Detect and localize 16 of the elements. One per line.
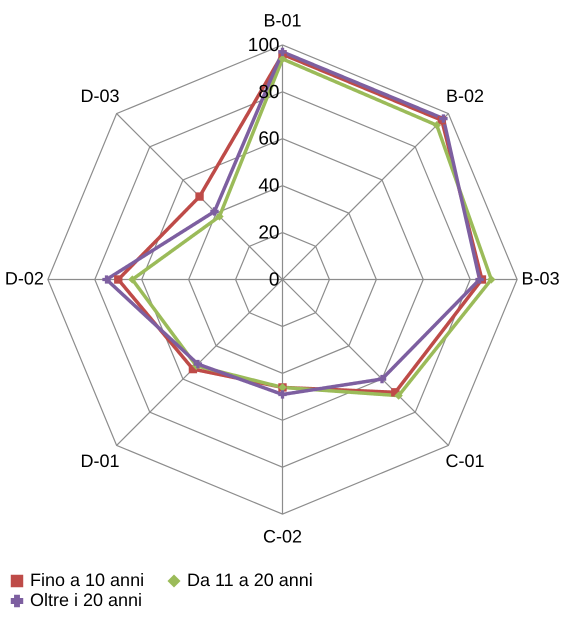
spoke-label: B-02 (446, 86, 484, 106)
spoke-label: C-01 (445, 450, 484, 471)
spoke-label: B-03 (522, 268, 560, 288)
spoke-label: D-02 (4, 268, 44, 288)
y-tick-label: 100 (248, 34, 280, 56)
y-tick-label: 40 (258, 176, 280, 197)
spoke-label: D-03 (80, 86, 120, 106)
legend-label: Oltre i 20 anni (30, 590, 142, 610)
legend-label: Da 11 a 20 anni (187, 570, 313, 590)
spoke-label: D-01 (80, 450, 120, 471)
y-tick-label: 0 (268, 270, 280, 290)
legend-label: Fino a 10 anni (30, 570, 144, 590)
spoke-label: C-02 (262, 526, 302, 547)
y-tick-label: 60 (258, 128, 280, 150)
y-tick-label: 20 (258, 222, 280, 244)
spoke-label: B-01 (263, 10, 302, 30)
